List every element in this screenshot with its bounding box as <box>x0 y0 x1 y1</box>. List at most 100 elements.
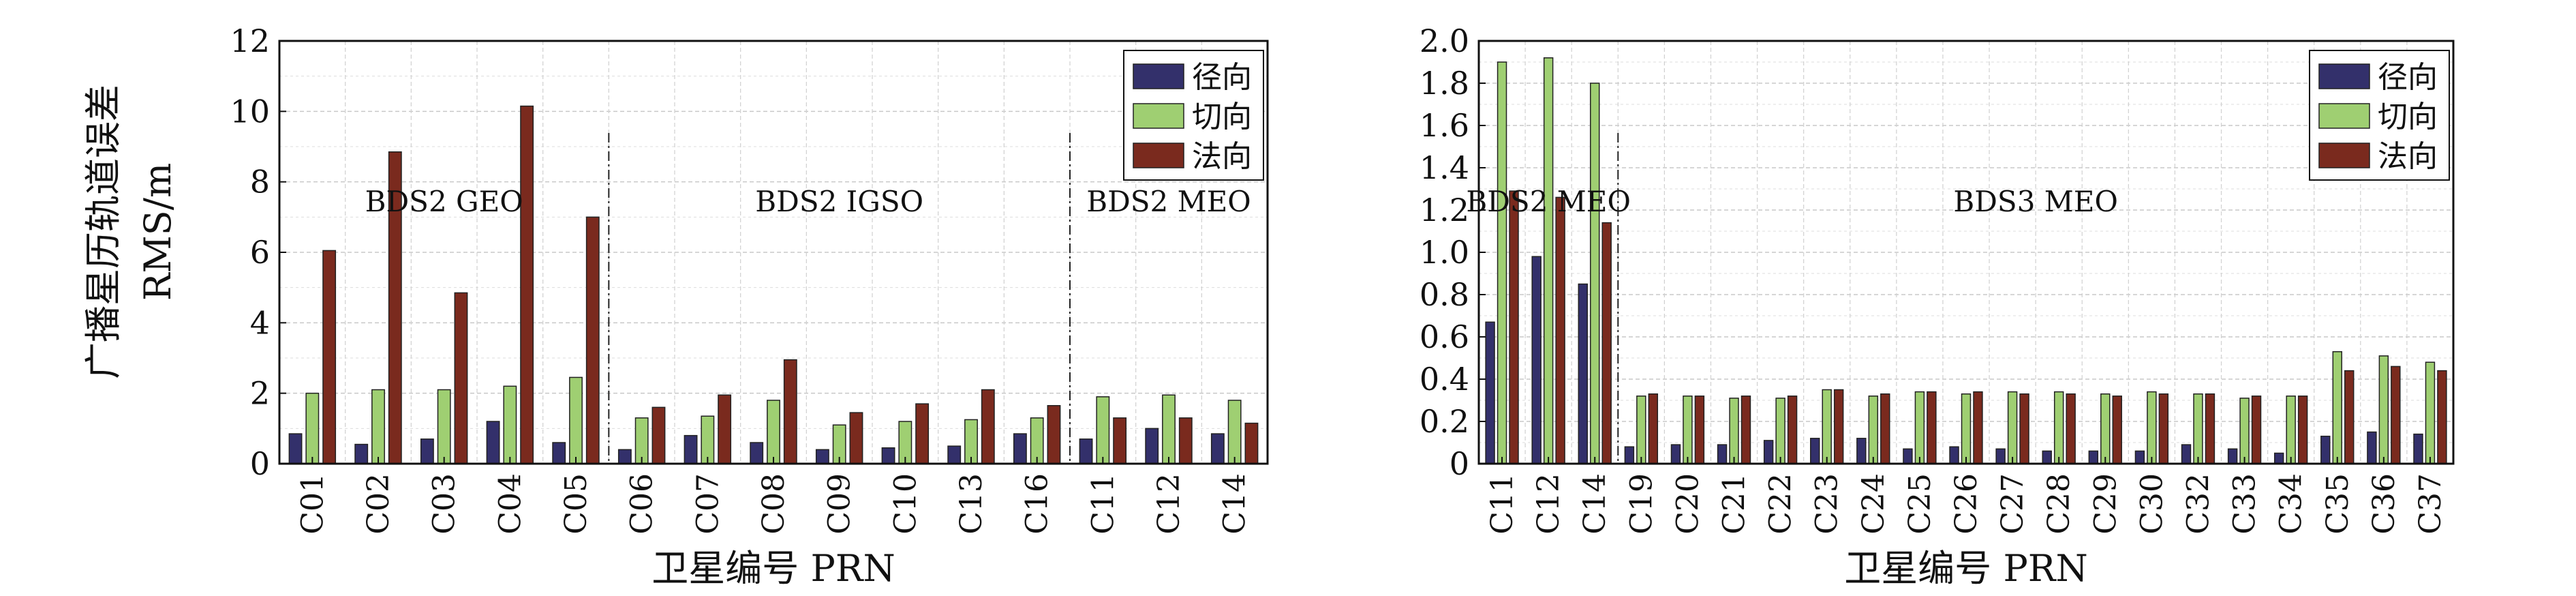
chart-right: BDS2 MEO BDS3 MEO 0 0.2 0.4 0.6 0.8 1.0 1.2 1.4 1.… <box>1420 23 2455 590</box>
x-tick-label: C02 <box>361 473 396 535</box>
bar-C13-法向 <box>981 389 995 464</box>
bar-C28-切向 <box>2053 391 2064 464</box>
bar-C05-切向 <box>569 376 583 464</box>
bar-C19-切向 <box>1636 396 1646 464</box>
y-tick-label: 1.8 <box>1420 65 1469 102</box>
bar-C04-切向 <box>503 385 517 464</box>
bar-C34-径向 <box>2273 452 2284 464</box>
bar-C12-法向 <box>1178 417 1193 464</box>
bar-C02-切向 <box>371 389 385 464</box>
bar-C35-切向 <box>2332 351 2342 464</box>
bar-C11-径向 <box>1485 321 1495 464</box>
x-tick-label: C32 <box>2181 473 2215 535</box>
bar-C10-法向 <box>915 403 930 464</box>
y-tick-label: 12 <box>230 23 270 59</box>
bar-C19-径向 <box>1624 446 1635 464</box>
bar-C37-法向 <box>2437 370 2447 464</box>
y-tick-label: 1.0 <box>1420 234 1469 271</box>
x-tick-label: C12 <box>1152 473 1186 535</box>
bar-C12-径向 <box>1145 428 1159 464</box>
bar-C08-法向 <box>783 359 797 464</box>
chart-left: BDS2 GEO BDS2 IGSO BDS2 MEO 0 2 4 6 8 10 12 C01 C02… <box>230 23 1269 590</box>
y-tick-label: 0.6 <box>1420 318 1469 355</box>
bar-C05-径向 <box>552 442 566 464</box>
bar-C11-法向 <box>1113 417 1127 464</box>
x-ticks: C01 C02 C03 C04 C05 C06 C07 C08 C09 C10 C13 C16 C11 C… <box>295 457 1253 535</box>
bar-C21-切向 <box>1729 398 1739 464</box>
bar-C33-切向 <box>2239 398 2250 464</box>
bar-C01-法向 <box>322 250 337 464</box>
bar-C11-法向 <box>1509 190 1519 464</box>
bar-C37-径向 <box>2413 433 2423 464</box>
bar-C24-法向 <box>1880 393 1890 464</box>
bar-C22-法向 <box>1787 396 1798 464</box>
x-tick-label: C25 <box>1903 473 1937 535</box>
bar-C08-切向 <box>767 400 780 464</box>
x-tick-label: C11 <box>1485 473 1520 535</box>
x-tick-label: C21 <box>1717 473 1752 535</box>
region-label: BDS2 MEO <box>1466 185 1630 218</box>
x-tick-label: C13 <box>954 473 989 535</box>
bar-C28-法向 <box>2066 393 2076 464</box>
y-tick-label: 2.0 <box>1420 23 1469 59</box>
bar-C07-切向 <box>701 415 715 464</box>
y-tick-label: 8 <box>250 164 270 200</box>
bar-C23-法向 <box>1833 389 1844 464</box>
x-tick-label: C33 <box>2228 473 2263 535</box>
x-tick-label: C12 <box>1531 473 1566 535</box>
regions: BDS2 GEO BDS2 IGSO BDS2 MEO <box>365 133 1251 464</box>
bar-C27-径向 <box>1995 448 2006 464</box>
bar-C10-径向 <box>881 447 895 464</box>
bar-C32-法向 <box>2205 393 2215 464</box>
bar-C35-法向 <box>2344 370 2355 464</box>
bar-C26-径向 <box>1949 446 1959 464</box>
bar-C20-切向 <box>1683 396 1693 464</box>
bar-C19-法向 <box>1648 393 1659 464</box>
bar-C06-切向 <box>634 417 649 464</box>
bar-C16-径向 <box>1013 433 1027 464</box>
bar-C28-径向 <box>2042 450 2052 464</box>
bar-C29-切向 <box>2100 393 2111 464</box>
x-tick-label: C30 <box>2134 473 2169 535</box>
bar-C12-径向 <box>1531 256 1542 464</box>
x-tick-label: C27 <box>1995 473 2030 535</box>
y-tick-label: 10 <box>230 93 270 130</box>
bar-C37-切向 <box>2425 361 2436 464</box>
x-tick-label: C08 <box>756 473 791 535</box>
x-tick-label: C03 <box>427 473 462 535</box>
x-tick-label: C09 <box>823 473 857 535</box>
legend-swatch <box>2318 143 2370 168</box>
bar-C16-切向 <box>1030 417 1044 464</box>
y-tick-label: 0 <box>1450 445 1469 482</box>
bar-C30-切向 <box>2147 391 2157 464</box>
bar-C11-切向 <box>1497 61 1507 464</box>
bar-C30-法向 <box>2158 393 2169 464</box>
x-tick-label: C11 <box>1086 473 1120 535</box>
bar-C01-切向 <box>305 392 320 464</box>
region-label: BDS2 IGSO <box>755 185 923 218</box>
x-axis-label: 卫星编号 PRN <box>1844 547 2087 590</box>
bar-C36-切向 <box>2378 355 2389 464</box>
y-tick-label: 0 <box>250 445 270 482</box>
bar-C22-径向 <box>1763 440 1774 464</box>
y-tick-label: 1.6 <box>1420 107 1469 144</box>
x-tick-label: C05 <box>559 473 594 535</box>
y-axis-label-line2: RMS/m <box>136 163 179 301</box>
y-tick-label: 4 <box>250 304 270 341</box>
legend-swatch <box>2318 103 2370 129</box>
region-label: BDS2 GEO <box>365 185 523 218</box>
x-tick-label: C22 <box>1764 473 1798 535</box>
x-tick-label: C36 <box>2367 473 2402 535</box>
bar-C22-切向 <box>1775 398 1785 464</box>
bar-C36-法向 <box>2391 366 2401 464</box>
x-tick-label: C29 <box>2088 473 2123 535</box>
bar-C25-法向 <box>1927 391 1937 464</box>
x-tick-label: C26 <box>1949 473 1984 535</box>
y-tick-label: 6 <box>250 234 270 271</box>
bar-C04-径向 <box>486 421 500 464</box>
x-tick-label: C23 <box>1810 473 1845 535</box>
y-tick-label: 2 <box>250 375 270 412</box>
bar-C20-法向 <box>1694 396 1705 464</box>
